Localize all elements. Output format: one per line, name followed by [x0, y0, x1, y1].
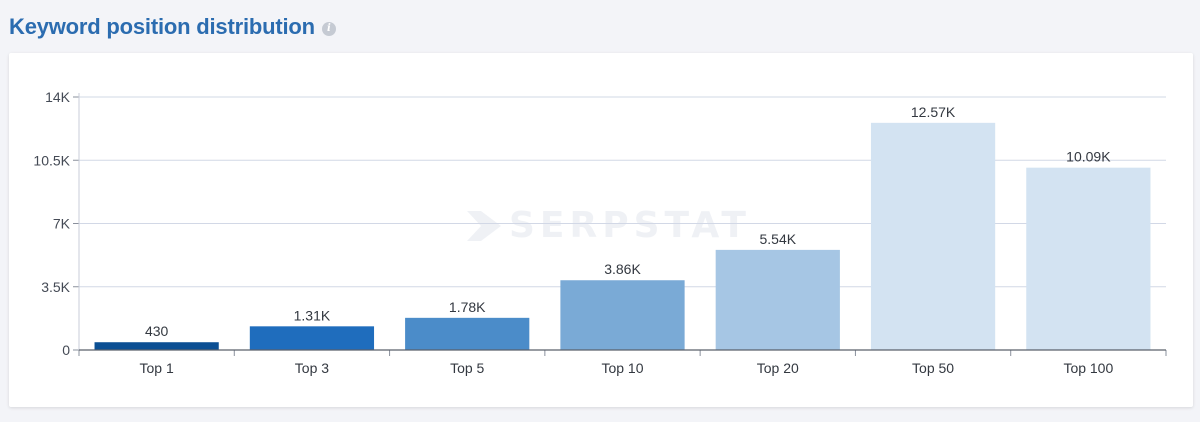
x-tick-label: Top 1	[140, 360, 174, 376]
bar	[870, 122, 996, 351]
data-label: 430	[145, 323, 169, 339]
bar	[405, 317, 530, 350]
x-tick-label: Top 50	[912, 360, 954, 376]
data-label: 10.09K	[1066, 149, 1111, 165]
y-tick-label: 10.5K	[33, 152, 70, 168]
y-tick-label: 0	[62, 342, 70, 358]
data-label: 1.31K	[294, 307, 331, 323]
y-tick-label: 3.5K	[41, 279, 70, 295]
bar	[560, 280, 685, 350]
bar	[249, 326, 375, 350]
serpstat-logo-icon	[467, 210, 501, 241]
x-tick-label: Top 5	[450, 360, 484, 376]
y-tick-label: 7K	[53, 216, 71, 232]
chart-card: SERPSTAT 0 3.5K 7K 10.5K 14K 430 Top 1 1.31K Top…	[9, 53, 1193, 407]
data-label: 5.54K	[759, 231, 796, 247]
x-tick-label: Top 20	[757, 360, 799, 376]
bar	[1026, 167, 1151, 350]
info-icon[interactable]: i	[321, 21, 336, 36]
bar-chart: 0 3.5K 7K 10.5K 14K 430 Top 1 1.31K Top 3 1.78K To…	[33, 89, 1167, 376]
watermark-text: SERPSTAT	[509, 205, 751, 246]
bar	[94, 342, 219, 350]
data-label: 12.57K	[911, 104, 956, 120]
page-title: Keyword position distribution	[9, 14, 315, 39]
y-tick-label: 14K	[45, 89, 71, 105]
chart-header: Keyword position distribution i	[9, 10, 336, 44]
data-label: 3.86K	[604, 261, 641, 277]
data-label: 1.78K	[449, 299, 486, 315]
x-tick-label: Top 100	[1063, 360, 1113, 376]
x-tick-label: Top 10	[601, 360, 643, 376]
watermark: SERPSTAT	[467, 205, 751, 246]
bar	[715, 249, 840, 350]
x-tick-label: Top 3	[295, 360, 329, 376]
